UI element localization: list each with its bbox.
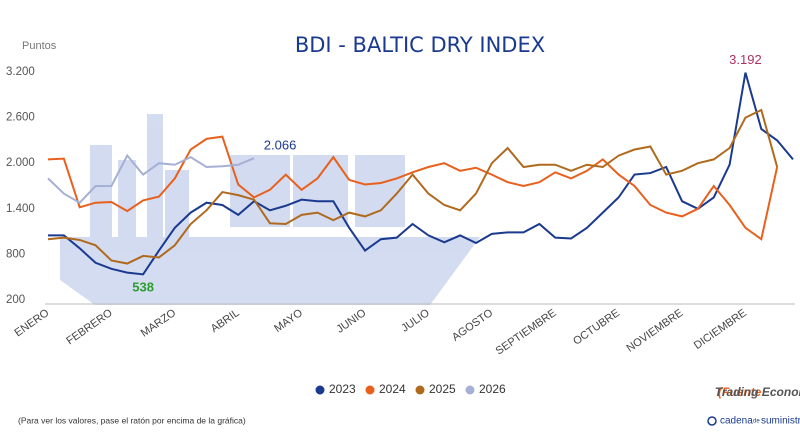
y-axis-label: Puntos xyxy=(22,40,57,52)
note: (Para ver los valores, pase el ratón por… xyxy=(18,415,246,425)
legend-label: 2025 xyxy=(429,382,456,396)
logo-icon xyxy=(707,416,717,426)
series-line xyxy=(47,153,255,204)
legend-label: 2026 xyxy=(479,382,506,396)
x-tick-label: MARZO xyxy=(139,307,179,340)
x-tick-label: OCTUBRE xyxy=(571,307,622,348)
x-tick-label: FEBRERO xyxy=(64,307,115,348)
series-line xyxy=(48,72,794,276)
x-tick-label: JULIO xyxy=(399,307,432,335)
source-text: Trading Economic) xyxy=(715,385,800,399)
legend-label: 2023 xyxy=(329,382,356,396)
legend-label: 2024 xyxy=(379,382,406,396)
x-tick-label: MAYO xyxy=(272,307,305,335)
source-label: (Fuente: xyxy=(718,385,765,399)
x-tick-label: ABRIL xyxy=(209,307,242,335)
annotation: 538 xyxy=(132,280,154,295)
x-tick-label: NOVIEMBRE xyxy=(624,307,685,355)
y-tick-label: 2.000 xyxy=(6,157,35,169)
logo-text: suministro xyxy=(761,416,800,427)
series-line xyxy=(47,135,779,241)
y-tick-label: 800 xyxy=(6,248,25,260)
y-tick-label: 2.600 xyxy=(6,112,35,124)
series-line xyxy=(47,108,779,265)
legend-marker xyxy=(465,385,475,395)
legend-marker xyxy=(365,385,375,395)
x-tick-label: AGOSTO xyxy=(450,307,496,344)
logo-text: cadena xyxy=(720,416,753,427)
x-tick-label: SEPTIEMBRE xyxy=(494,307,559,357)
x-tick-label: DICIEMBRE xyxy=(692,307,749,352)
legend-marker xyxy=(315,385,325,395)
logo-text: de xyxy=(753,419,760,425)
annotation: 2.066 xyxy=(264,138,297,153)
chart-title: BDI - BALTIC DRY INDEX xyxy=(295,33,545,57)
y-tick-label: 200 xyxy=(6,294,25,306)
annotation: 3.192 xyxy=(729,52,762,67)
legend-marker xyxy=(415,385,425,395)
x-tick-label: JUNIO xyxy=(334,307,368,336)
x-tick-label: ENERO xyxy=(12,307,51,340)
y-tick-label: 3.200 xyxy=(6,66,35,78)
y-tick-label: 1.400 xyxy=(6,203,35,215)
